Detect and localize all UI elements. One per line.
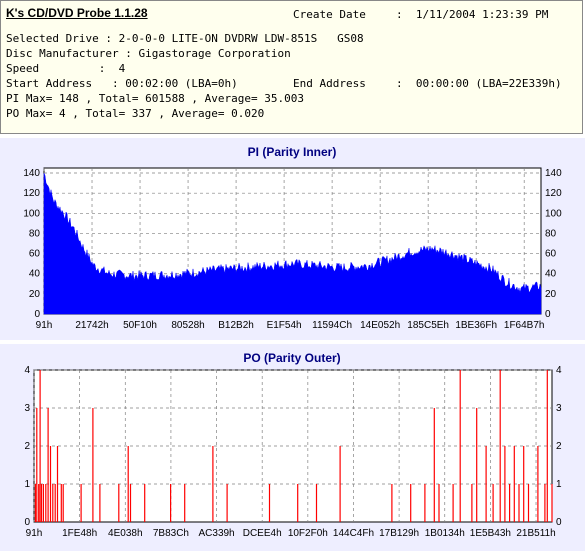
speed: Speed : 4 <box>6 62 126 75</box>
pi-ytick-left: 40 <box>29 269 41 280</box>
disc-manufacturer: Disc Manufacturer : Gigastorage Corporat… <box>6 47 291 60</box>
pi-ytick-right: 140 <box>545 168 562 179</box>
create-date-value: : 1/11/2004 1:23:39 PM <box>396 8 549 21</box>
app-title: K's CD/DVD Probe 1.1.28 <box>6 6 148 20</box>
po-xtick: AC339h <box>198 528 234 539</box>
selected-drive: Selected Drive : 2-0-0-0 LITE-ON DVDRW L… <box>6 32 364 45</box>
pi-xtick: 21742h <box>75 320 108 331</box>
info-panel: K's CD/DVD Probe 1.1.28 Create Date : 1/… <box>0 0 583 134</box>
po-xtick: 1E5B43h <box>470 528 511 539</box>
pi-xtick: 50F10h <box>123 320 157 331</box>
po-chart-title: PO (Parity Outer) <box>243 351 340 365</box>
po-chart: PO (Parity Outer) 0 0 1 1 2 2 3 3 4 4 91h 1FE48h 4E0… <box>24 351 562 539</box>
pi-ytick-right: 100 <box>545 208 562 219</box>
pi-ytick-right: 20 <box>545 289 557 300</box>
pi-ytick-left: 80 <box>29 228 41 239</box>
pi-summary: PI Max= 148 , Total= 601588 , Average= 3… <box>6 92 305 105</box>
po-xtick: 21B511h <box>516 528 555 539</box>
pi-xtick: 1BE36Fh <box>455 320 497 331</box>
po-xtick: 1FE48h <box>62 528 97 539</box>
pi-ytick-left: 60 <box>29 249 41 260</box>
pi-xtick: 1F64B7h <box>504 320 545 331</box>
pi-ytick-right: 120 <box>545 188 562 199</box>
po-xtick: DCEE4h <box>243 528 282 539</box>
po-ytick-right: 4 <box>556 365 562 376</box>
po-chart-panel: PO (Parity Outer) 0 0 1 1 2 2 3 3 4 4 91h 1FE48h 4E0… <box>0 344 585 551</box>
po-xtick: 7B83Ch <box>153 528 189 539</box>
po-xtick: 91h <box>26 528 43 539</box>
po-ytick-right: 2 <box>556 441 562 452</box>
pi-ytick-left: 120 <box>23 188 40 199</box>
po-ytick-right: 3 <box>556 403 562 414</box>
po-xtick: 10F2F0h <box>288 528 328 539</box>
pi-ytick-right: 60 <box>545 249 557 260</box>
pi-chart: PI (Parity Inner) 0 0 20 20 40 40 60 60 80 80 100 1… <box>23 145 562 331</box>
po-ytick-left: 3 <box>24 403 30 414</box>
po-xtick: 4E038h <box>108 528 142 539</box>
po-ytick-left: 4 <box>24 365 30 376</box>
pi-ytick-left: 0 <box>34 309 40 320</box>
po-ytick-right: 1 <box>556 479 562 490</box>
pi-ytick-right: 40 <box>545 269 557 280</box>
pi-xtick: 11594Ch <box>312 320 352 331</box>
pi-ytick-left: 100 <box>23 208 40 219</box>
start-address: Start Address : 00:02:00 (LBA=0h) <box>6 77 238 90</box>
pi-ytick-right: 0 <box>545 309 551 320</box>
pi-series-area <box>43 173 542 315</box>
pi-xtick: B12B2h <box>218 320 254 331</box>
po-summary: PO Max= 4 , Total= 337 , Average= 0.020 <box>6 107 265 120</box>
end-address-value: : 00:00:00 (LBA=22E339h) <box>396 77 562 90</box>
pi-xtick: 80528h <box>171 320 204 331</box>
po-xtick: 1B0134h <box>425 528 465 539</box>
pi-xtick: E1F54h <box>267 320 302 331</box>
pi-xtick: 14E052h <box>360 320 400 331</box>
pi-xtick: 91h <box>36 320 53 331</box>
po-ytick-left: 0 <box>24 517 30 528</box>
pi-xtick: 185C5Eh <box>407 320 449 331</box>
po-ytick-left: 1 <box>24 479 30 490</box>
pi-ytick-right: 80 <box>545 228 557 239</box>
po-xtick: 17B129h <box>379 528 419 539</box>
pi-ytick-left: 140 <box>23 168 40 179</box>
po-ytick-right: 0 <box>556 517 562 528</box>
pi-chart-title: PI (Parity Inner) <box>248 145 337 159</box>
po-xtick: 144C4Fh <box>333 528 374 539</box>
create-date-label: Create Date <box>293 8 366 21</box>
pi-chart-panel: PI (Parity Inner) 0 0 20 20 40 40 60 60 80 80 100 1… <box>0 138 585 340</box>
pi-ytick-left: 20 <box>29 289 41 300</box>
end-address-label: End Address <box>293 77 366 90</box>
po-ytick-left: 2 <box>24 441 30 452</box>
